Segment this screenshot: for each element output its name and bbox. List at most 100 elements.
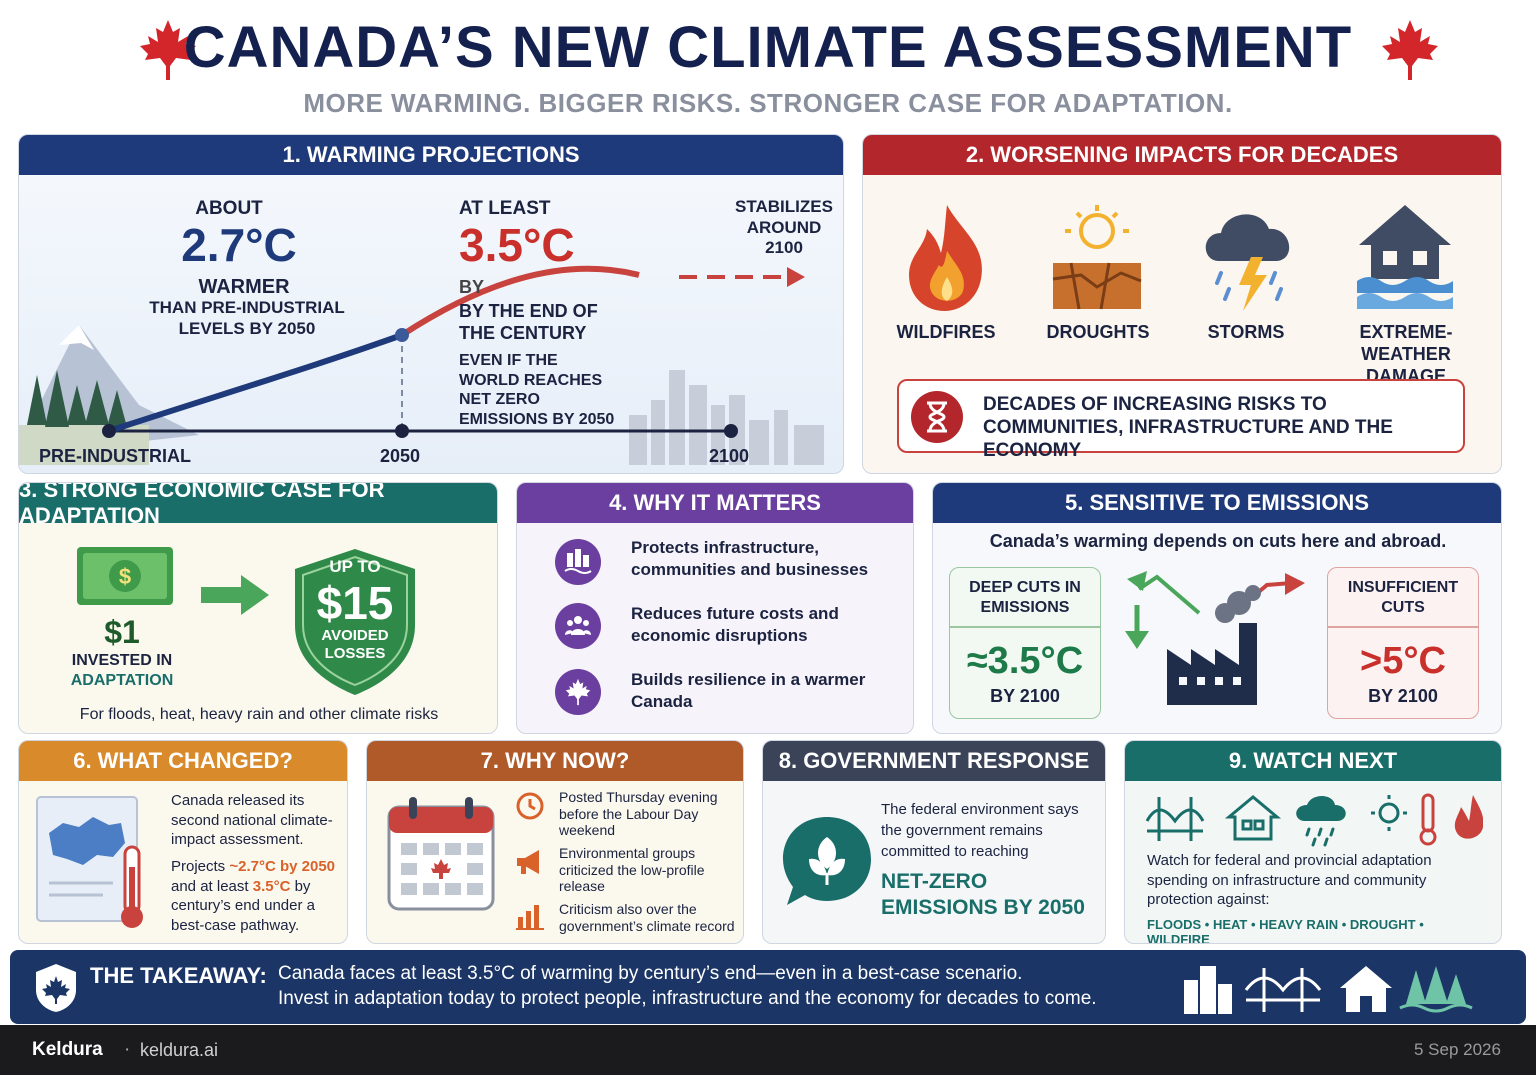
at-least-label: AT LEAST [459,198,551,219]
dollar-bill-icon: $ [77,547,173,605]
panel-sensitive-to-emissions: 5. SENSITIVE TO EMISSIONS Canada’s warmi… [932,482,1502,734]
bridge-icon [1244,968,1322,1012]
wildfire-icon [1454,795,1483,839]
takeaway-line-1: Canada faces at least 3.5°C of warming b… [278,963,1023,984]
page-title: CANADA’S NEW CLIMATE ASSESSMENT [183,15,1353,80]
house-icon [1340,966,1392,1012]
avoided-label: AVOIDED LOSSES [321,627,389,663]
clock-icon [516,792,544,820]
arrow-right-icon [201,575,269,615]
takeaway-icons [1184,966,1473,1014]
why-now-item-2: Environmental groups criticized the low-… [559,845,705,895]
panel-government-response: 8. GOVERNMENT RESPONSE The federal envir… [762,740,1106,944]
insufficient-cuts-value: >5°C [1360,640,1446,682]
takeaway-line-2: Invest in adaptation today to protect pe… [278,988,1097,1009]
what-changed-p2: Projects ~2.7°C by 2050 and at least 3.5… [171,857,343,935]
invested-value: $1 [104,614,140,650]
panel-worsening-impacts: 2. WORSENING IMPACTS FOR DECADES WILDFIR… [862,134,1502,474]
up-to-label: UP TO [329,557,381,576]
panel-why-now: 7. WHY NOW? Posted Thursday evening befo… [366,740,744,944]
people-icon [555,603,601,649]
by-label: BY [459,277,485,297]
highlight-2050: ~2.7°C by 2050 [229,858,336,875]
takeaway-banner: THE TAKEAWAY: Canada faces at least 3.5°… [10,950,1526,1024]
insufficient-cuts-label: INSUFFICIENT CUTS [1347,579,1459,616]
maple-leaf-icon [140,20,196,80]
point-2050 [395,328,409,342]
net-zero-highlight: NET-ZERO EMISSIONS BY 2050 [881,870,1085,919]
panel-title: 3. STRONG ECONOMIC CASE FOR ADAPTATION [19,483,497,528]
water-icon [1399,1003,1473,1013]
panel-what-changed: 6. WHAT CHANGED? Canada released its sec… [18,740,348,944]
panel-title: 8. GOVERNMENT RESPONSE [763,741,1105,781]
tick-2100 [724,424,738,438]
deep-cuts-by: BY 2100 [990,686,1060,706]
panel-title: 5. SENSITIVE TO EMISSIONS [933,483,1501,523]
factory-icon [1125,571,1305,705]
why-now-item-3: Criticism also over the government’s cli… [559,901,735,934]
warmer-label: WARMER [198,276,290,298]
city-skyline [629,370,824,465]
trees [27,370,127,427]
about-label: ABOUT [195,198,263,219]
economic-footnote: For floods, heat, heavy rain and other c… [79,706,439,723]
shield-maple-icon [36,964,76,1012]
hourglass-icon [911,391,963,443]
shield-icon [295,549,415,695]
value-2100: 3.5°C [459,219,575,271]
footer-date: 5 Sep 2026 [1414,1040,1501,1059]
takeaway-label: THE TAKEAWAY: [90,963,267,988]
panel-title: 2. WORSENING IMPACTS FOR DECADES [863,135,1501,175]
watch-icons-row [1145,793,1483,847]
invested-label: INVESTED IN [71,652,173,669]
panel-title: 9. WATCH NEXT [1125,741,1501,781]
footer-bar: Keldura · keldura.ai 5 Sep 2026 [0,1025,1536,1075]
insufficient-cuts-by: BY 2100 [1368,686,1438,706]
value-2050: 2.7°C [181,219,297,271]
heat-icon [1371,793,1437,846]
footer-url[interactable]: keldura.ai [140,1040,219,1060]
fire-icon [909,205,982,311]
axis-label-2050: 2050 [380,446,421,466]
rain-cloud-icon [1296,796,1346,847]
axis-label-2100: 2100 [709,446,750,466]
tick-2050 [395,424,409,438]
footer-separator: · [124,1039,131,1060]
text-span: and at least [171,877,253,895]
warming-curve-red [400,265,640,338]
highlight-2100: 3.5°C [252,877,291,895]
deep-cuts-box: DEEP CUTS IN EMISSIONS ≈3.5°C BY 2100 [949,567,1101,719]
end-century-label: BY THE END OF THE CENTURY [459,301,598,343]
impact-label-wildfires: WILDFIRES [896,322,996,342]
why-item-2: Reduces future costs and economic disrup… [631,604,839,646]
panel-title: 1. WARMING PROJECTIONS [19,135,843,175]
government-text: The federal environment says the governm… [881,801,1079,860]
mountain-snow [59,325,94,350]
megaphone-icon [517,850,539,874]
watch-tags: FLOODS • HEAT • HEAVY RAIN • DROUGHT • W… [1147,917,1424,944]
page-subtitle: MORE WARMING. BIGGER RISKS. STRONGER CAS… [303,88,1233,118]
deep-cuts-value: ≈3.5°C [966,640,1084,682]
point-pre-industrial [102,424,116,438]
house-icon [1224,795,1282,841]
building-icon [1184,966,1232,1014]
panel-warming-projections: 1. WARMING PROJECTIONS ABOUT [18,134,844,474]
footer-brand: Keldura [32,1039,103,1060]
why-item-3: Builds resilience in a warmer Canada [631,670,866,712]
desc-2050: THAN PRE-INDUSTRIAL LEVELS BY 2050 [149,298,345,338]
warming-chart [19,265,824,465]
report-map-icon [36,796,143,928]
what-changed-p1: Canada released its second national clim… [171,792,333,848]
why-now-item-1: Posted Thursday evening before the Labou… [559,789,718,839]
divider [950,626,1100,628]
divider [1328,626,1478,628]
impact-label-droughts: DROUGHTS [1046,322,1150,342]
text-span: Projects [171,858,230,875]
forest-icon [1406,966,1466,1004]
why-item-1: Protects infrastructure, communities and… [631,538,869,580]
bar-chart-icon [516,905,544,930]
drought-icon [1052,205,1142,310]
panel-watch-next: 9. WATCH NEXT Watch for federal and prov… [1124,740,1502,944]
axis-label-pre-industrial: PRE-INDUSTRIAL [39,446,191,466]
warming-curve-blue [108,332,404,434]
